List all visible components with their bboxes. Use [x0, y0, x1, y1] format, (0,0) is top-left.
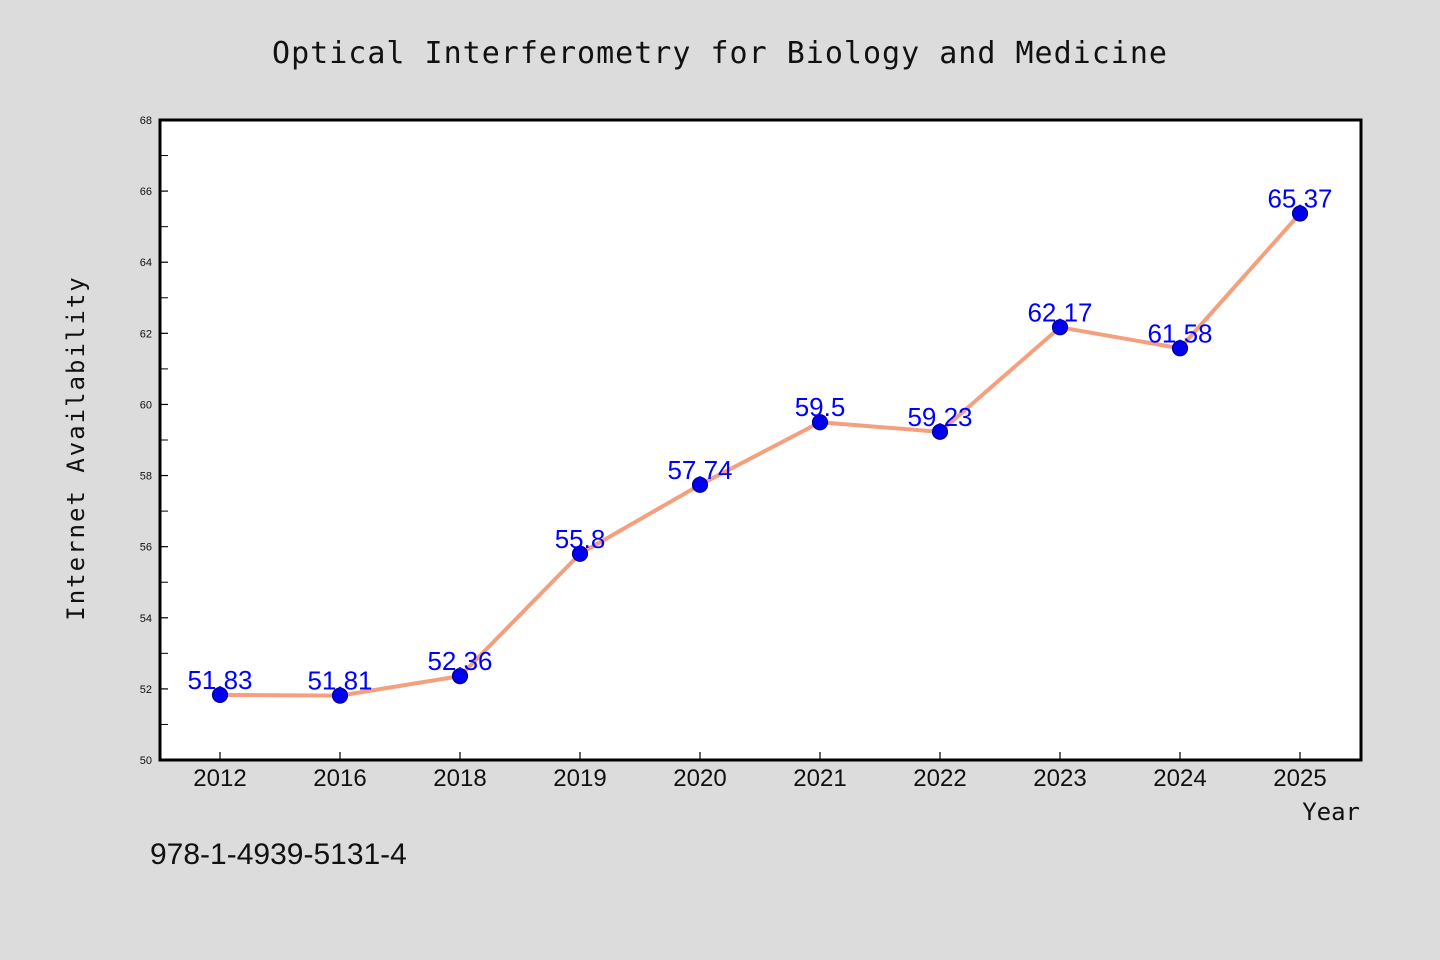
y-tick-label: 62: [140, 328, 152, 340]
data-point-marker: [1171, 340, 1189, 357]
data-point-marker: [1291, 205, 1309, 222]
data-point-marker: [931, 423, 949, 440]
y-tick-label: 58: [140, 471, 152, 483]
x-tick-label: 2018: [433, 765, 486, 792]
x-axis: 2012 2016 2018 2019 2020 2021 2022 2023 2024 2025: [193, 752, 1327, 792]
chart-title: Optical Interferometry for Biology and M…: [272, 36, 1168, 71]
data-label: 51.83: [187, 665, 252, 695]
x-axis-label: Year: [1302, 798, 1360, 826]
data-point-marker: [571, 545, 589, 562]
y-axis-label: Internet Availability: [62, 275, 90, 620]
data-point-marker: [691, 476, 709, 493]
y-tick-label: 54: [140, 613, 152, 625]
y-tick-label: 52: [140, 684, 152, 696]
x-tick-label: 2025: [1273, 765, 1326, 792]
data-label: 59.23: [907, 402, 972, 432]
plot-area: [158, 118, 1363, 762]
data-label: 57.74: [667, 455, 732, 485]
footer-identifier: 978-1-4939-5131-4: [150, 838, 407, 871]
series-layer: [211, 205, 1309, 704]
x-tick-label: 2016: [313, 765, 366, 792]
x-tick-label: 2019: [553, 765, 606, 792]
series-line: [218, 211, 1302, 698]
y-tick-label: 50: [140, 755, 152, 767]
x-tick-label: 2022: [913, 765, 966, 792]
y-tick-label: 64: [140, 257, 152, 269]
x-tick-label: 2012: [193, 765, 246, 792]
data-label: 59.5: [795, 392, 846, 422]
x-tick-label: 2024: [1153, 765, 1206, 792]
data-label: 61.58: [1147, 318, 1212, 348]
data-label: 51.81: [307, 666, 372, 696]
y-tick-label: 56: [140, 542, 152, 554]
data-label: 52.36: [427, 646, 492, 676]
y-axis: 50 52 54 56 58 60 62 64 66 68: [140, 115, 168, 767]
x-tick-label: 2020: [673, 765, 726, 792]
data-point-marker: [1051, 319, 1069, 336]
x-tick-label: 2021: [793, 765, 846, 792]
data-label: 65.37: [1267, 184, 1332, 214]
data-label: 55.8: [555, 524, 606, 554]
data-labels-layer: 51.83 51.81 52.36 55.8 57.74 59.5 59.23 62.17 61…: [187, 184, 1332, 696]
data-point-marker: [451, 667, 469, 685]
y-tick-label: 60: [140, 399, 152, 411]
y-tick-label: 68: [140, 115, 152, 127]
data-point-marker: [331, 687, 349, 704]
data-label: 62.17: [1027, 297, 1092, 327]
data-point-marker: [211, 686, 229, 704]
data-point-marker: [811, 414, 829, 431]
y-tick-label: 66: [140, 186, 152, 198]
x-tick-label: 2023: [1033, 765, 1086, 792]
